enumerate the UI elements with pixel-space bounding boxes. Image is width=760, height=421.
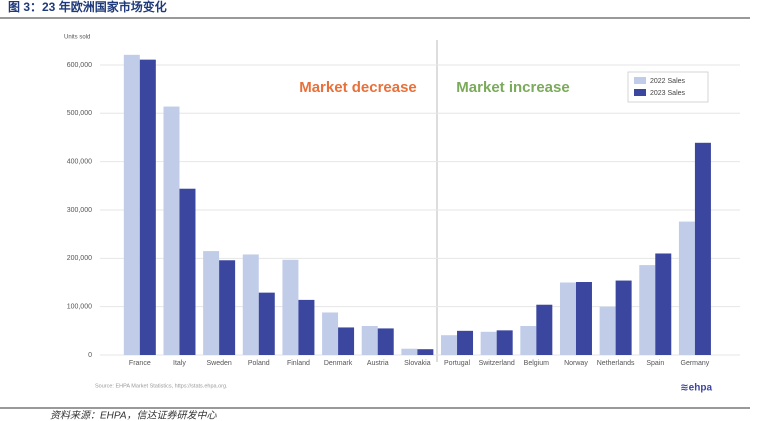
x-tick-label: Poland <box>248 360 270 367</box>
y-tick-label: 300,000 <box>67 207 92 214</box>
bar <box>655 253 672 355</box>
legend-swatch <box>634 77 646 84</box>
x-tick-label: Slovakia <box>404 360 431 367</box>
bar <box>496 330 513 355</box>
bar <box>123 54 140 356</box>
bar <box>441 335 458 355</box>
bar <box>298 299 315 355</box>
y-axis-label: Units sold <box>64 35 90 41</box>
bar <box>480 331 497 355</box>
bar <box>219 260 236 355</box>
bar <box>401 348 418 355</box>
bar <box>139 59 156 355</box>
x-tick-label: Austria <box>367 360 389 367</box>
bar <box>377 328 394 355</box>
bar <box>575 282 592 355</box>
bar <box>417 349 434 355</box>
y-tick-label: 200,000 <box>67 255 92 262</box>
y-tick-label: 600,000 <box>67 62 92 69</box>
annotation: Market increase <box>456 79 569 96</box>
legend-swatch <box>634 89 646 96</box>
bar <box>678 221 695 355</box>
x-tick-label: Sweden <box>206 360 231 367</box>
bar <box>163 106 180 355</box>
bar <box>203 251 220 355</box>
x-tick-label: Belgium <box>524 360 549 367</box>
bar <box>179 188 196 355</box>
x-tick-label: Germany <box>681 360 710 367</box>
bar <box>536 304 553 355</box>
bar <box>639 265 656 355</box>
legend-label: 2022 Sales <box>650 78 686 85</box>
x-tick-label: Spain <box>646 360 664 367</box>
figure-title: 图 3：23 年欧洲国家市场变化 <box>8 0 167 14</box>
bar <box>694 142 711 355</box>
bar <box>242 254 259 355</box>
bar <box>338 327 355 355</box>
x-tick-label: Netherlands <box>597 360 635 367</box>
x-tick-label: Italy <box>173 360 186 367</box>
footer: 资料来源：EHPA，信达证券研发中心 <box>50 410 217 421</box>
y-tick-label: 400,000 <box>67 158 92 165</box>
y-tick-label: 100,000 <box>67 304 92 311</box>
logo: ≋ehpa <box>680 383 712 394</box>
legend-box <box>627 71 709 103</box>
bar <box>520 325 537 355</box>
bar <box>615 280 632 355</box>
y-tick-label: 0 <box>88 352 92 359</box>
x-tick-label: Finland <box>287 360 310 367</box>
x-tick-label: France <box>129 360 151 367</box>
annotation: Market decrease <box>299 79 417 96</box>
bar <box>322 312 339 355</box>
x-tick-label: Norway <box>564 360 588 367</box>
x-tick-label: Denmark <box>324 360 353 367</box>
bar <box>457 330 474 355</box>
x-tick-label: Portugal <box>444 360 471 367</box>
bar <box>361 325 378 355</box>
y-tick-label: 500,000 <box>67 110 92 117</box>
x-tick-label: Switzerland <box>479 360 515 367</box>
bar <box>559 282 576 355</box>
bar <box>599 306 616 355</box>
legend-label: 2023 Sales <box>650 90 686 97</box>
bar <box>282 259 299 355</box>
bar <box>258 292 275 355</box>
source-note: Source: EHPA Market Statistics, https://… <box>95 383 228 389</box>
